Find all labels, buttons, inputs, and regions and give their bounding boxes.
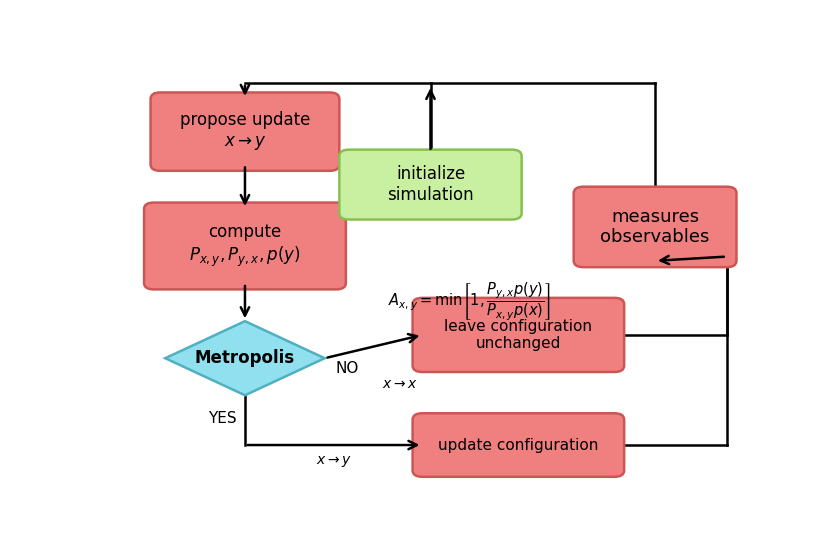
FancyBboxPatch shape [412, 413, 624, 477]
FancyBboxPatch shape [574, 186, 737, 267]
FancyBboxPatch shape [412, 298, 624, 372]
Text: measures
observables: measures observables [601, 207, 710, 246]
Text: propose update
$x \rightarrow y$: propose update $x \rightarrow y$ [180, 111, 310, 152]
Text: Metropolis: Metropolis [195, 349, 295, 367]
Text: $x \rightarrow x$: $x \rightarrow x$ [381, 377, 417, 390]
FancyBboxPatch shape [339, 150, 522, 219]
Text: initialize
simulation: initialize simulation [387, 165, 474, 204]
Text: $A_{x,y} = \min\left[1, \dfrac{P_{y,x}p(y)}{P_{x,y}p(x)}\right]$: $A_{x,y} = \min\left[1, \dfrac{P_{y,x}p(… [388, 280, 551, 322]
Text: compute
$P_{x,y}, P_{y,x}, p(y)$: compute $P_{x,y}, P_{y,x}, p(y)$ [189, 223, 301, 269]
Text: leave configuration
unchanged: leave configuration unchanged [444, 318, 592, 351]
Text: YES: YES [207, 411, 237, 426]
FancyBboxPatch shape [150, 92, 339, 171]
Text: update configuration: update configuration [438, 438, 599, 453]
Text: NO: NO [336, 361, 360, 376]
FancyBboxPatch shape [144, 202, 346, 289]
Text: $x \rightarrow y$: $x \rightarrow y$ [316, 454, 352, 469]
Polygon shape [165, 321, 325, 395]
